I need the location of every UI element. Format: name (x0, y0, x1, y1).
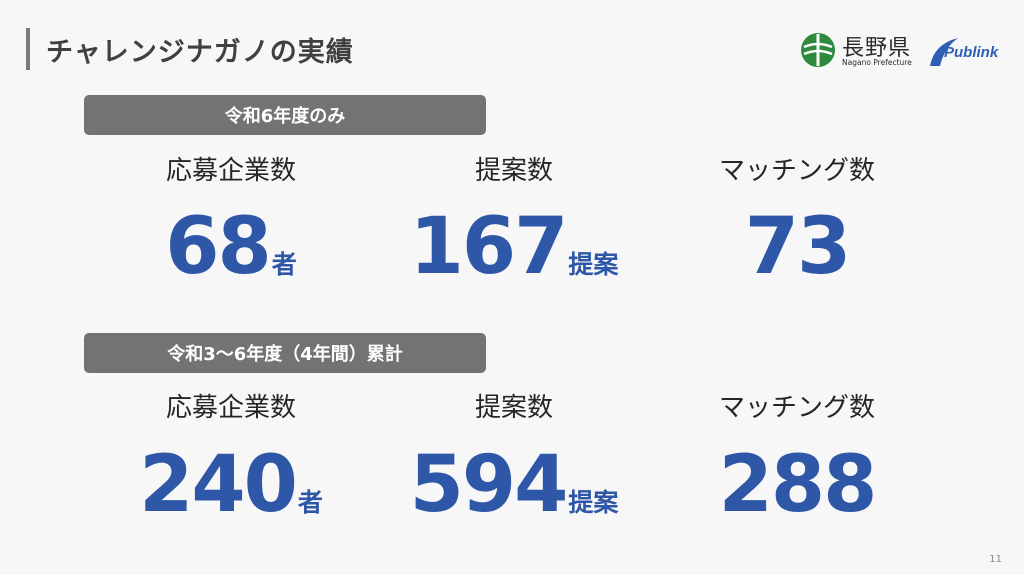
s2-value-matching: 288 (718, 440, 878, 530)
section2-heading-badge: 令和3〜6年度（4年間）累計 (84, 333, 486, 373)
slide-title: チャレンジナガノの実績 (46, 37, 354, 68)
s2-label-proposals: 提案数 (474, 393, 553, 423)
s1-label-matching: マッチング数 (718, 156, 875, 186)
s1-stat-applicants: 68者 (81, 202, 381, 292)
section1-heading-badge: 令和6年度のみ (84, 95, 486, 135)
page-number: 11 (989, 554, 1002, 565)
nagano-prefecture-logo: 長野県 Nagano Prefecture (800, 30, 920, 72)
s1-unit-applicants: 者 (271, 250, 297, 279)
s2-stat-applicants: 240者 (81, 440, 381, 530)
publink-logo: Publink (928, 36, 1008, 70)
title-accent-bar (26, 28, 30, 70)
s1-value-matching: 73 (744, 202, 852, 292)
s2-label-applicants: 応募企業数 (165, 393, 296, 423)
s1-value-proposals: 167 (409, 202, 569, 292)
s2-label-matching: マッチング数 (718, 393, 875, 423)
s2-unit-applicants: 者 (297, 488, 323, 517)
nagano-logo-kanji: 長野県 (842, 36, 912, 61)
section1-heading: 令和6年度のみ (224, 106, 346, 127)
s1-stat-proposals: 167提案 (364, 202, 664, 292)
s1-label-applicants: 応募企業数 (165, 156, 296, 186)
section2-heading: 令和3〜6年度（4年間）累計 (167, 344, 403, 365)
s2-unit-proposals: 提案 (568, 488, 619, 517)
s2-value-proposals: 594 (409, 440, 569, 530)
s2-stat-proposals: 594提案 (364, 440, 664, 530)
publink-swoosh-icon (930, 38, 958, 66)
s1-label-proposals: 提案数 (474, 156, 553, 186)
s2-stat-matching: 288 (647, 440, 947, 530)
s2-value-applicants: 240 (139, 440, 298, 530)
publink-logo-text: Publink (944, 44, 999, 61)
s1-value-applicants: 68 (165, 202, 272, 292)
s1-stat-matching: 73 (647, 202, 947, 292)
s1-unit-proposals: 提案 (568, 250, 619, 279)
nagano-emblem-icon (801, 33, 835, 67)
nagano-logo-roman: Nagano Prefecture (842, 58, 912, 67)
